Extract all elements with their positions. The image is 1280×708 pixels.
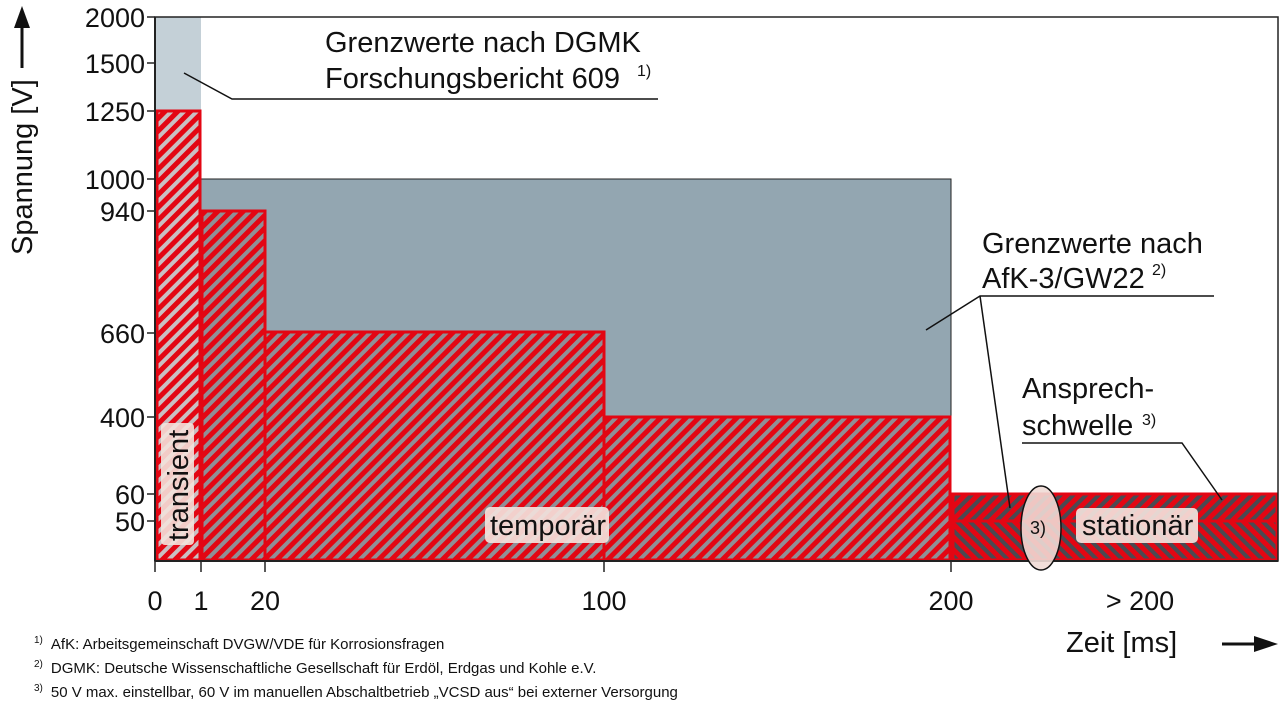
y-tick-label: 400 xyxy=(100,403,145,433)
afk-leader-line xyxy=(925,295,1214,331)
temporary-label: temporär xyxy=(490,510,606,542)
transient-label: transient xyxy=(163,430,195,541)
afk-label-line1: Grenzwerte nach xyxy=(982,228,1203,260)
threshold-leader-line xyxy=(1022,442,1223,501)
y-axis-arrow-icon xyxy=(14,6,30,68)
x-tick-label: > 200 xyxy=(1106,586,1174,616)
stationary-label: stationär xyxy=(1082,510,1194,542)
x-axis-title: Zeit [ms] xyxy=(1066,627,1177,659)
x-tick-label: 20 xyxy=(250,586,280,616)
footnote-1: 1) AfK: Arbeitsgemeinschaft DVGW/VDE für … xyxy=(34,635,445,653)
dgmk-label-line1: Grenzwerte nach DGMK xyxy=(325,27,642,59)
y-tick-label: 50 xyxy=(115,507,145,537)
x-tick-label: 1 xyxy=(193,586,208,616)
x-tick-label: 0 xyxy=(147,586,162,616)
threshold-step-100-200 xyxy=(602,415,952,562)
note-3-label: 3) xyxy=(1030,518,1046,538)
threshold-ref: 3) xyxy=(1142,412,1156,429)
afk-leader-line-2 xyxy=(979,295,1011,509)
footnote-2: 2) DGMK: Deutsche Wissenschaftliche Gesel… xyxy=(34,659,597,677)
dgmk-limit-area xyxy=(155,17,201,111)
y-axis-title: Spannung [V] xyxy=(7,79,39,255)
threshold-step-1-20 xyxy=(200,209,267,562)
y-tick-label: 660 xyxy=(100,319,145,349)
note-3-ellipse xyxy=(1020,485,1062,571)
y-tick-label: 1250 xyxy=(85,97,145,127)
y-tick-label: 2000 xyxy=(85,3,145,33)
y-tick-label: 1000 xyxy=(85,165,145,195)
x-axis-arrow-icon xyxy=(1222,636,1278,652)
y-tick-label: 940 xyxy=(100,197,145,227)
threshold-label-line1: Ansprech- xyxy=(1022,373,1154,405)
dgmk-leader-line xyxy=(183,72,658,100)
x-tick-label: 200 xyxy=(928,586,973,616)
x-tick-label: 100 xyxy=(581,586,626,616)
dgmk-label-line2: Forschungsbericht 609 xyxy=(325,63,620,95)
footnote-3: 3) 50 V max. einstellbar, 60 V im manuell… xyxy=(34,683,678,701)
dgmk-ref: 1) xyxy=(637,63,651,80)
afk-ref: 2) xyxy=(1152,262,1166,279)
threshold-label-line2: schwelle xyxy=(1022,410,1133,442)
afk-label-line2: AfK-3/GW22 xyxy=(982,263,1145,295)
y-tick-label: 60 xyxy=(115,480,145,510)
y-tick-label: 1500 xyxy=(85,49,145,79)
